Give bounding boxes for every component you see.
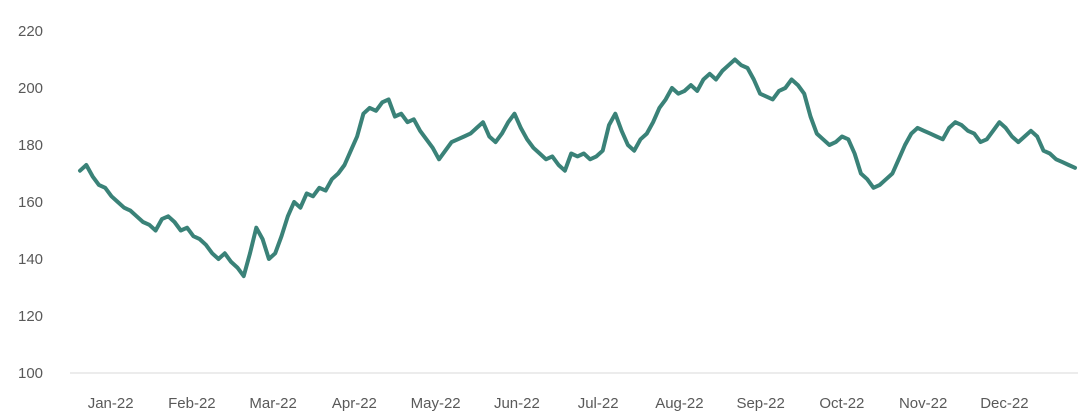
x-tick-label: Jun-22 [494, 395, 540, 412]
x-tick-label: Mar-22 [249, 395, 297, 412]
x-tick-label: Oct-22 [819, 395, 864, 412]
x-tick-label: Jan-22 [88, 395, 134, 412]
y-tick-label: 200 [18, 80, 43, 97]
y-tick-label: 180 [18, 137, 43, 154]
y-axis-ticks: 100 120 140 160 180 200 220 [18, 23, 43, 382]
x-tick-label: Aug-22 [655, 395, 703, 412]
y-tick-label: 100 [18, 365, 43, 382]
y-tick-label: 140 [18, 251, 43, 268]
series-group [78, 57, 1077, 279]
x-tick-label: May-22 [411, 395, 461, 412]
x-axis-ticks: Jan-22 Feb-22 Mar-22 Apr-22 May-22 Jun-22 Jul-… [88, 395, 1029, 412]
y-tick-label: 120 [18, 308, 43, 325]
y-tick-label: 220 [18, 23, 43, 40]
x-tick-label: Sep-22 [736, 395, 784, 412]
x-tick-label: Jul-22 [578, 395, 619, 412]
x-tick-label: Feb-22 [168, 395, 216, 412]
x-tick-label: Nov-22 [899, 395, 947, 412]
y-tick-label: 160 [18, 194, 43, 211]
x-tick-label: Apr-22 [332, 395, 377, 412]
series-line [78, 57, 1077, 279]
x-tick-label: Dec-22 [980, 395, 1028, 412]
